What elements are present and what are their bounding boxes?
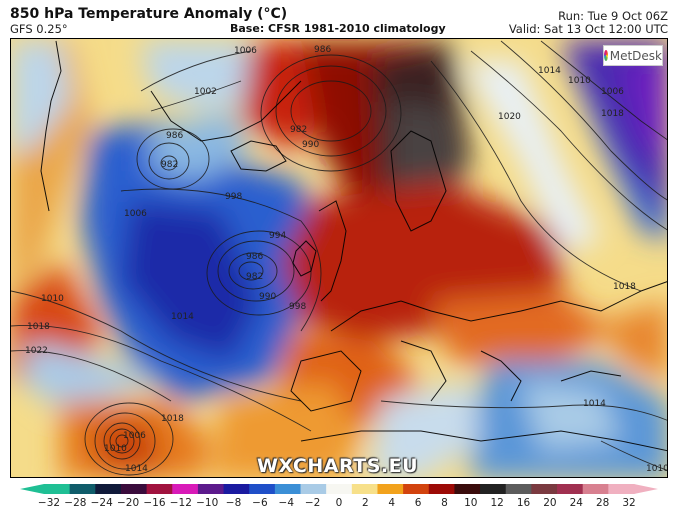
colorbar-tick-label: −32 [37,497,61,509]
colorbar-tick-label: 2 [362,497,369,509]
isobar-label: 982 [290,125,307,135]
isobar-label: 994 [269,231,286,241]
isobar-label: 998 [225,192,242,202]
colorbar-tick-label: −24 [90,497,113,509]
valid-time-label: Valid: Sat 13 Oct 12:00 UTC [508,22,668,36]
colorbar [20,484,658,494]
chart-title: 850 hPa Temperature Anomaly (°C) [10,6,288,22]
isobar-label: 1014 [538,66,561,76]
colorbar-tick-label: 4 [388,497,396,509]
isobar-label: 982 [161,160,178,170]
isobar-label: 1018 [601,109,624,119]
colorbar-tick-label: −8 [225,497,242,509]
isobar-label: 990 [259,292,276,302]
colorbar-tick-label: 16 [516,497,531,509]
colorbar-tick-label: −2 [304,497,321,509]
isobar-label: 986 [246,252,263,262]
isobar-label: 1006 [123,431,146,441]
isobar-label: 1010 [41,294,64,304]
isobar-label: 998 [289,302,306,312]
isobar-label: 1002 [194,87,217,97]
isobar-label: 1022 [25,346,48,356]
isobar-label: 1010 [104,444,127,454]
colorbar-tick-label: −20 [116,497,140,509]
metdesk-logo-text: MetDesk [609,48,662,63]
colorbar-tick-label: 0 [335,497,343,509]
base-climatology-label: Base: CFSR 1981-2010 climatology [230,22,446,35]
isobar-label: 982 [246,272,263,282]
colorbar-tick-label: 24 [569,497,583,509]
wxcharts-watermark: WXCHARTS.EU [257,455,419,477]
run-time-label: Run: Tue 9 Oct 06Z [558,9,668,23]
isobar-label: 1014 [171,312,194,322]
colorbar-tick-label: −10 [196,497,219,509]
isobar-label: 990 [302,140,319,150]
colorbar-tick-label: 8 [441,497,448,509]
colorbar-tick-label: −12 [169,497,192,509]
isobar-label: 986 [166,131,183,141]
colorbar-tick-label: −16 [143,497,166,509]
model-label: GFS 0.25° [10,22,68,36]
temperature-anomaly-map: 1006 1002 986 982 986 982 990 998 994 986 982 990 99… [10,38,668,478]
colorbar-ticks: −32 −28 −24 −20 −16 −12 −10 −8 −6 −4 −2 0 2 4 6 8 10 12 16… [0,497,679,511]
colorbar-tick-label: 32 [622,497,636,509]
colorbar-tick-label: −4 [278,497,295,509]
isobar-label: 1020 [498,112,521,122]
colorbar-tick-label: 12 [490,497,504,509]
colorbar-tick-label: 20 [543,497,557,509]
colorbar-tick-label: 6 [414,497,422,509]
colorbar-tick-label: 10 [464,497,478,509]
isobar-label: 1006 [601,87,624,97]
isobar-label: 986 [314,45,331,55]
isobar-label: 1014 [125,464,148,474]
metdesk-logo: MetDesk [603,45,663,66]
isobar-label: 1010 [646,464,668,474]
colorbar-tick-label: −28 [64,497,87,509]
starburst-icon [604,50,608,61]
isobar-label: 1006 [124,209,147,219]
isobar-label: 1018 [161,414,184,424]
colorbar-tick-label: 28 [595,497,610,509]
isobar-label: 1010 [568,76,591,86]
isobar-label: 1014 [583,399,606,409]
isobar-label: 1006 [234,46,257,56]
isobar-label: 1018 [613,282,636,292]
colorbar-tick-label: −6 [252,497,268,509]
isobar-label: 1018 [27,322,50,332]
